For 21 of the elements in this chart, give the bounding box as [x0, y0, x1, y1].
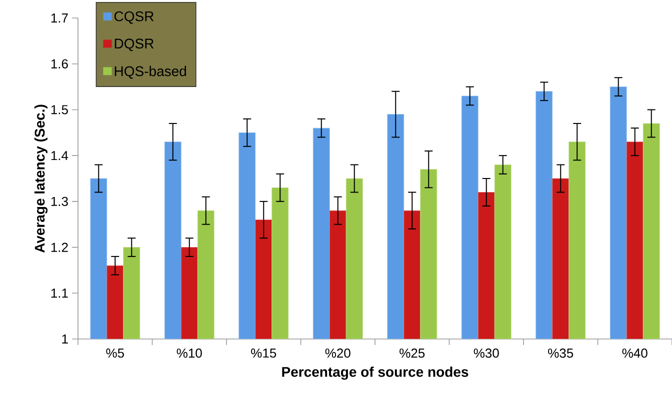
x-tick-label: %25	[400, 348, 425, 358]
y-tick-label: 1.5	[51, 105, 68, 114]
x-tick-label: %30	[474, 348, 499, 358]
y-tick-label: 1.3	[51, 196, 68, 206]
x-tick-label: %35	[548, 348, 574, 358]
y-tick-label: 1	[62, 334, 68, 344]
y-tick-label: 1.4	[51, 151, 68, 160]
x-tick-label: %5	[106, 348, 124, 358]
y-tick-label: 1.1	[51, 288, 68, 298]
x-tick-label: %40	[622, 348, 648, 358]
x-axis-title: Percentage of source nodes	[282, 366, 468, 380]
y-tick-label: 1.6	[51, 59, 68, 68]
x-tick-label: %10	[176, 348, 202, 358]
y-tick-label: 1.2	[51, 242, 68, 252]
legend-label: HQS-based	[114, 66, 186, 79]
legend-label: DQSR	[114, 38, 154, 52]
x-tick-label: %15	[251, 348, 276, 358]
y-tick-label: 1.7	[51, 14, 68, 22]
legend-label: CQSR	[114, 11, 154, 24]
y-axis-title: Average latency (Sec.)	[34, 104, 48, 253]
x-tick-label: %20	[325, 348, 350, 358]
